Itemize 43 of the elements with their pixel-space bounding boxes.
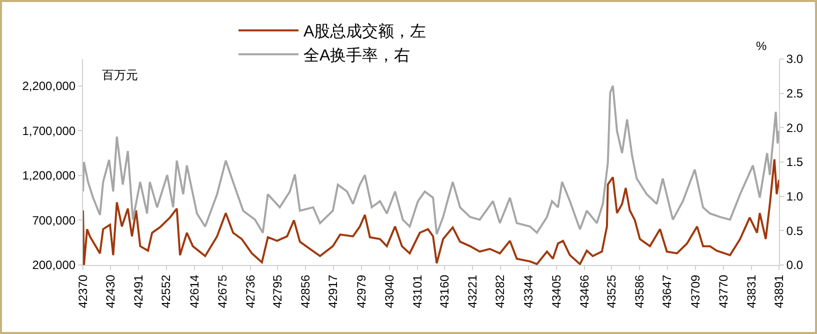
text: % xyxy=(756,39,767,53)
x-tick-label: 42795 xyxy=(270,274,284,308)
y2-tick-label: 0.0 xyxy=(786,258,804,272)
x-tick-label: 43101 xyxy=(410,274,424,308)
x-tick-label: 43647 xyxy=(660,274,674,308)
x-tick-label: 43831 xyxy=(744,274,758,308)
x-tick-label: 43770 xyxy=(716,274,731,308)
y2-tick-label: 0.5 xyxy=(786,224,804,238)
x-tick-label: 42675 xyxy=(215,274,230,308)
x-tick-label: 43040 xyxy=(382,274,396,308)
x-tick-label: 43709 xyxy=(688,274,703,308)
x-tick-label: 43586 xyxy=(632,274,646,308)
annotation: 百万元 xyxy=(102,68,138,82)
y-tick-label: 1,700,000 xyxy=(22,124,76,138)
x-tick-label: 42856 xyxy=(298,274,312,308)
x-tick-label: 42917 xyxy=(326,274,340,308)
legend-label: A股总成交额，左 xyxy=(304,22,426,41)
line-series xyxy=(83,84,779,236)
x-tick-label: 43344 xyxy=(522,274,536,308)
x-tick-label: 43891 xyxy=(772,274,786,308)
x-tick-label: 43466 xyxy=(577,274,592,308)
y2-tick-label: 1.5 xyxy=(786,155,804,170)
x-tick-label: 42491 xyxy=(131,274,146,308)
y-tick-label: 2,200,000 xyxy=(22,79,76,94)
x-tick-label: 42430 xyxy=(103,274,118,308)
x-tick-label: 42736 xyxy=(243,274,258,308)
y-tick-label: 1,200,000 xyxy=(22,168,76,183)
x-tick-label: 43525 xyxy=(604,274,618,308)
x-tick-label: 43160 xyxy=(437,274,452,308)
y2-tick-label: 1.0 xyxy=(786,190,804,204)
x-tick-label: 42614 xyxy=(188,274,202,308)
y-tick-label: 700,000 xyxy=(32,213,76,228)
x-tick-label: 43221 xyxy=(465,274,480,308)
x-tick-label: 43405 xyxy=(550,274,564,308)
y2-tick-label: 2.0 xyxy=(786,120,804,135)
legend-label: 全A换手率，右 xyxy=(304,46,410,64)
y2-tick-label: 2.5 xyxy=(786,86,804,101)
x-tick-label: 42979 xyxy=(354,274,369,308)
x-tick-label: 42370 xyxy=(76,274,90,308)
x-tick-label: 43282 xyxy=(493,274,508,308)
x-tick-label: 42552 xyxy=(159,274,174,308)
y2-tick-label: 3.0 xyxy=(786,52,804,66)
y-tick-label: 200,000 xyxy=(32,258,76,272)
